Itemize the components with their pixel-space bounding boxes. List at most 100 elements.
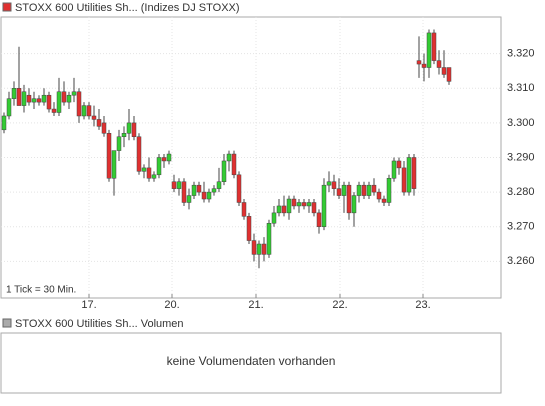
y-tick-label: 3.300	[507, 117, 535, 129]
candle-body	[391, 160, 397, 179]
candle-body	[71, 91, 77, 96]
candle-body	[431, 32, 437, 61]
candle-body	[246, 216, 252, 241]
candle-body	[166, 153, 172, 162]
candle-body	[416, 60, 422, 65]
legend-swatch	[2, 2, 12, 12]
candle-body	[111, 150, 117, 179]
candle-body	[236, 174, 242, 203]
candle-body	[61, 91, 67, 103]
candle-body	[116, 136, 122, 151]
candle-body	[306, 202, 312, 207]
candle-body	[56, 91, 62, 113]
candle-body	[371, 184, 377, 193]
y-tick-label: 3.310	[507, 82, 535, 94]
candle-body	[101, 122, 107, 134]
candle-body	[226, 153, 232, 162]
candle-body	[386, 178, 392, 203]
candle-body	[176, 181, 182, 189]
candle-body	[411, 157, 417, 189]
candle-body	[151, 174, 157, 179]
x-tick-label: 23.	[415, 299, 430, 311]
candle-body	[251, 240, 257, 255]
candle-body	[216, 181, 222, 189]
candle-body	[291, 198, 297, 207]
candle-body	[16, 88, 22, 106]
candle-body	[66, 94, 72, 103]
candle-body	[241, 202, 247, 217]
candle-body	[221, 160, 227, 182]
volume-message: keine Volumendaten vorhanden	[167, 354, 336, 368]
y-tick-label: 3.260	[507, 255, 535, 267]
candle-body	[96, 119, 102, 127]
candle-body	[311, 202, 317, 214]
candle-body	[401, 167, 407, 193]
candle-body	[171, 181, 177, 189]
candle-body	[81, 105, 87, 117]
candle-body	[356, 184, 362, 196]
candle-body	[141, 167, 147, 172]
x-tick-label: 21.	[248, 299, 263, 311]
candle-body	[11, 88, 17, 99]
candle-body	[76, 91, 82, 117]
candle-body	[346, 184, 352, 214]
candle-body	[276, 205, 282, 214]
candle-body	[316, 212, 322, 227]
candle-body	[326, 181, 332, 186]
candle-body	[31, 98, 37, 103]
candle-body	[301, 202, 307, 207]
candle-body	[271, 212, 277, 224]
candle-body	[441, 67, 447, 75]
candle-body	[91, 115, 97, 120]
candle-body	[196, 184, 202, 193]
legend-swatch	[2, 318, 12, 328]
candle-body	[121, 133, 127, 137]
legend-label: STOXX 600 Utilities Sh... Volumen	[15, 318, 184, 330]
candle-body	[436, 60, 442, 68]
candle-body	[231, 153, 237, 176]
x-tick-label: 20.	[164, 299, 179, 311]
volume-frame	[0, 332, 502, 394]
candle-body	[446, 67, 452, 82]
candle-body	[351, 195, 357, 214]
candle-body	[296, 202, 302, 207]
tick-note: 1 Tick = 30 Min.	[6, 285, 76, 296]
candle-body	[281, 205, 287, 214]
candle-body	[41, 94, 47, 103]
y-tick-label: 3.270	[507, 221, 535, 233]
candle-body	[51, 108, 57, 113]
candle-body	[131, 122, 137, 137]
candle-body	[321, 184, 327, 227]
candle-body	[266, 223, 272, 255]
candle-body	[261, 243, 267, 255]
candle-body	[376, 191, 382, 200]
candle-body	[181, 181, 187, 203]
candle-body	[26, 94, 32, 103]
x-tick-label: 17.	[81, 299, 96, 311]
candle-body	[191, 184, 197, 196]
y-tick-label: 3.320	[507, 48, 535, 60]
candle-body	[256, 243, 262, 255]
candle-body	[361, 184, 367, 196]
candle-body	[136, 136, 142, 172]
candle-body	[6, 98, 12, 117]
y-tick-label: 3.280	[507, 186, 535, 198]
candle-body	[46, 94, 52, 110]
candle-body	[86, 105, 92, 117]
candle-body	[206, 191, 212, 200]
candle-body	[426, 32, 432, 68]
candle-body	[21, 91, 27, 106]
candle-body	[336, 188, 342, 196]
candle-body	[366, 184, 372, 196]
candle-body	[286, 198, 292, 214]
candle-body	[406, 157, 412, 193]
candle-body	[36, 98, 42, 103]
candle-body	[156, 157, 162, 176]
candle-body	[186, 195, 192, 203]
candle-body	[146, 167, 152, 179]
x-tick-label: 22.	[332, 299, 347, 311]
candle-body	[201, 191, 207, 200]
candle-body	[381, 198, 387, 203]
legend-label: STOXX 600 Utilities Sh... (Indizes DJ ST…	[15, 2, 240, 14]
